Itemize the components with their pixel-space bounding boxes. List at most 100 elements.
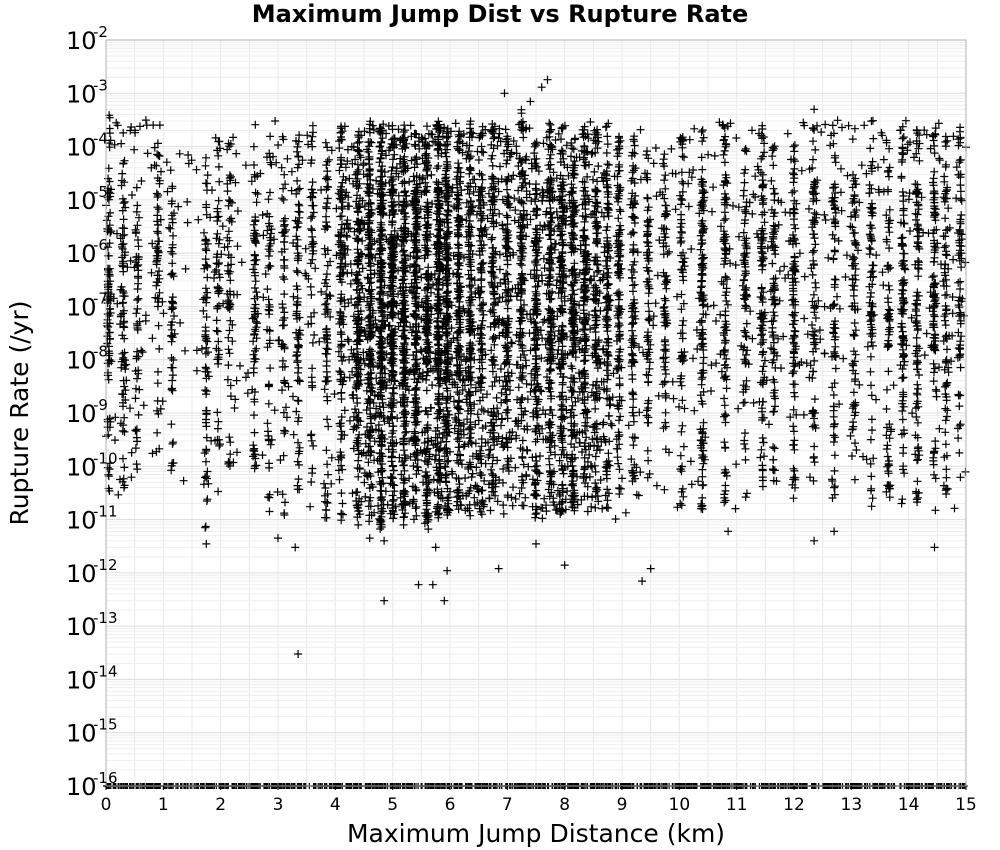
data-point	[167, 354, 176, 362]
data-point	[202, 433, 211, 442]
data-point	[118, 426, 127, 435]
data-point	[202, 457, 210, 466]
data-point	[252, 239, 261, 248]
data-point	[224, 333, 233, 342]
data-point	[155, 444, 164, 453]
data-point	[203, 495, 212, 504]
data-point	[168, 215, 177, 223]
data-point	[323, 157, 332, 166]
data-point	[134, 255, 143, 264]
data-point	[278, 490, 287, 499]
data-point	[266, 364, 275, 373]
data-point	[215, 435, 224, 444]
data-point	[153, 271, 162, 280]
data-point	[117, 310, 126, 319]
data-point	[322, 299, 331, 308]
data-point	[308, 212, 317, 221]
data-point	[120, 361, 129, 370]
data-point	[278, 321, 287, 330]
data-point	[199, 306, 208, 315]
data-point	[251, 277, 260, 286]
data-point	[153, 227, 162, 236]
data-point	[265, 327, 274, 336]
data-point	[120, 481, 129, 490]
data-point	[214, 151, 223, 160]
data-point	[280, 237, 288, 246]
data-point	[306, 214, 315, 223]
data-point	[201, 236, 210, 245]
data-point	[293, 396, 302, 405]
data-point	[293, 485, 302, 494]
data-point	[214, 196, 223, 205]
data-point	[251, 188, 260, 197]
data-point	[166, 224, 175, 233]
data-point	[306, 193, 315, 202]
data-point	[294, 185, 302, 194]
data-point	[152, 244, 161, 253]
data-point	[202, 261, 211, 270]
data-point	[120, 251, 129, 260]
data-point	[280, 426, 289, 435]
data-point	[202, 313, 211, 321]
data-point	[216, 440, 224, 449]
data-point	[120, 427, 129, 436]
data-point	[202, 406, 210, 415]
data-point	[227, 253, 235, 262]
data-point	[224, 345, 233, 354]
data-point	[309, 201, 318, 210]
data-point	[203, 273, 212, 282]
data-point	[249, 220, 258, 229]
data-point	[323, 305, 332, 314]
data-point	[281, 427, 290, 436]
data-point	[212, 316, 221, 325]
data-point	[132, 183, 141, 192]
data-point	[121, 386, 130, 395]
data-point	[264, 195, 273, 204]
data-point	[227, 214, 236, 223]
data-point	[133, 221, 142, 230]
data-point	[213, 424, 222, 433]
data-point	[295, 460, 303, 469]
data-point	[308, 178, 317, 187]
data-point	[133, 325, 142, 334]
data-point	[281, 498, 289, 507]
data-point	[214, 212, 223, 221]
data-point	[280, 313, 289, 322]
data-point	[264, 427, 272, 436]
data-point	[168, 333, 177, 342]
data-point	[201, 330, 210, 339]
data-point	[251, 300, 260, 309]
data-point	[264, 493, 272, 501]
data-point	[307, 224, 316, 233]
data-point	[105, 129, 114, 138]
data-point	[307, 185, 316, 194]
data-point	[132, 425, 141, 434]
data-point	[132, 207, 141, 216]
data-point	[280, 376, 289, 385]
data-point	[323, 415, 332, 424]
data-point	[103, 321, 112, 330]
data-point	[107, 357, 116, 366]
data-point	[152, 189, 161, 198]
data-point	[120, 292, 129, 301]
data-point	[278, 303, 287, 312]
data-point	[103, 415, 112, 424]
data-point	[294, 449, 303, 458]
data-point	[264, 295, 273, 304]
data-point	[249, 350, 258, 359]
data-point	[118, 169, 127, 178]
data-point	[280, 222, 288, 231]
data-point	[295, 184, 304, 193]
data-point	[103, 463, 112, 472]
data-point	[322, 275, 330, 284]
data-point	[131, 444, 140, 453]
data-point	[202, 474, 211, 483]
data-point	[167, 199, 176, 208]
data-point	[251, 213, 260, 222]
data-point	[263, 285, 272, 294]
data-point	[322, 161, 331, 170]
data-point	[118, 261, 127, 270]
data-point	[251, 238, 260, 247]
data-point	[308, 132, 317, 141]
data-point	[293, 217, 302, 226]
